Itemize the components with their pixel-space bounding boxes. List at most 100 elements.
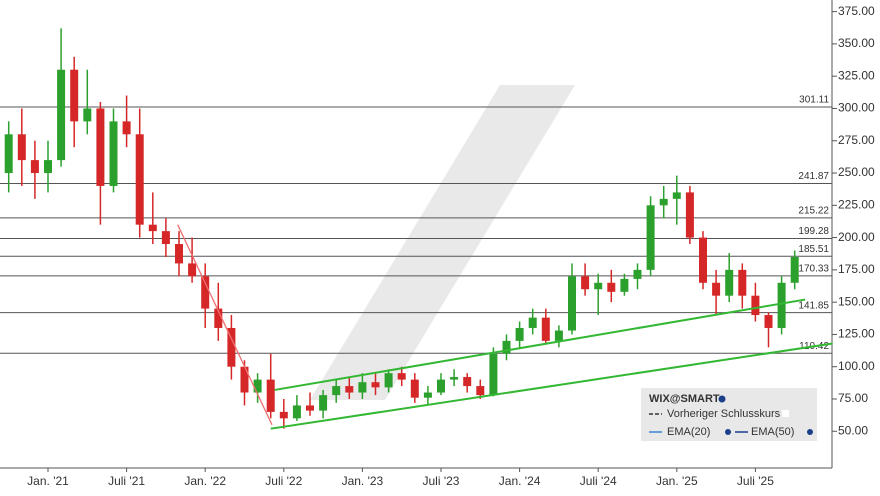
- x-tick-label: Jan. '22: [184, 474, 226, 488]
- candle-body: [607, 282, 616, 292]
- legend-entry: Vorheriger Schlusskurs: [667, 408, 781, 420]
- candle-body: [292, 405, 301, 419]
- candle-body: [528, 317, 537, 328]
- candle-body: [57, 69, 66, 161]
- y-tick-label: 150.00: [838, 294, 875, 308]
- candle-body: [201, 276, 210, 309]
- candle-body: [371, 382, 380, 388]
- candle-body: [633, 269, 642, 279]
- candle-body: [410, 379, 419, 398]
- candle-body: [306, 405, 314, 411]
- level-label: 301.11: [799, 95, 829, 106]
- candle-body: [44, 160, 52, 174]
- level-label: 199.28: [798, 226, 829, 237]
- candle-body: [423, 392, 432, 398]
- x-tick-label: Juli '23: [423, 474, 460, 488]
- candle-body: [554, 330, 563, 341]
- legend-icon: [807, 429, 813, 435]
- candle-body: [4, 134, 13, 174]
- y-tick-label: 225.00: [838, 197, 875, 211]
- candle-body: [541, 317, 550, 341]
- candle-body: [777, 282, 786, 328]
- candle-body: [358, 382, 367, 393]
- candle-body: [790, 256, 799, 283]
- candle-body: [699, 237, 707, 283]
- candle-body: [161, 231, 170, 245]
- x-tick-label: Jan. '23: [342, 474, 384, 488]
- candle-body: [594, 282, 603, 290]
- candle-body: [384, 373, 393, 388]
- candle-body: [83, 108, 92, 122]
- candle-body: [397, 373, 406, 380]
- candle-body: [751, 295, 760, 316]
- candle-body: [279, 411, 288, 419]
- x-tick-label: Juli '22: [265, 474, 302, 488]
- candle-body: [725, 269, 734, 296]
- x-tick-label: Juli '24: [580, 474, 617, 488]
- candle-body: [646, 205, 655, 270]
- candle-body: [659, 198, 668, 206]
- y-tick-label: 350.00: [838, 36, 875, 50]
- legend-entry: EMA(50): [751, 426, 794, 438]
- y-tick-label: 375.00: [838, 4, 875, 18]
- candle-body: [502, 340, 511, 354]
- legend-icon: [718, 395, 726, 403]
- candle-body: [227, 327, 236, 367]
- level-label: 215.22: [798, 206, 829, 217]
- candle-body: [437, 379, 445, 393]
- candle-body: [266, 379, 275, 412]
- legend-entry: EMA(20): [667, 426, 710, 438]
- y-tick-label: 300.00: [838, 101, 875, 115]
- candle-body: [70, 69, 79, 122]
- candle-body: [214, 308, 223, 328]
- candle-body: [764, 315, 773, 328]
- candle-body: [30, 160, 39, 174]
- x-tick-label: Juli '21: [108, 474, 145, 488]
- candle-body: [253, 379, 262, 393]
- candle-body: [738, 269, 747, 296]
- candle-body: [672, 192, 681, 199]
- trendline: [274, 298, 806, 391]
- candle-body: [345, 386, 354, 393]
- level-label: 241.87: [798, 171, 829, 182]
- watermark: [310, 85, 575, 400]
- candle-body: [620, 278, 629, 292]
- candle-body: [476, 386, 485, 396]
- x-tick-label: Jan. '25: [656, 474, 698, 488]
- candle-body: [188, 263, 197, 277]
- x-tick-label: Juli '25: [737, 474, 774, 488]
- trendline: [177, 224, 273, 426]
- candle-body: [109, 121, 118, 186]
- x-tick-label: Jan. '21: [27, 474, 69, 488]
- legend-icon: [725, 429, 731, 435]
- y-tick-label: 275.00: [838, 133, 875, 147]
- y-tick-label: 50.00: [838, 423, 868, 437]
- trendline: [270, 342, 833, 430]
- candle-body: [685, 192, 694, 238]
- candle-body: [450, 377, 459, 380]
- level-label: 141.85: [798, 300, 829, 311]
- candle-body: [463, 377, 472, 387]
- candle-body: [135, 134, 144, 225]
- y-tick-label: 175.00: [838, 262, 875, 276]
- candle-body: [332, 386, 341, 396]
- y-tick-label: 100.00: [838, 359, 875, 373]
- candle-body: [122, 121, 131, 135]
- candle-body: [175, 244, 183, 264]
- candle-body: [96, 108, 105, 186]
- candle-body: [712, 282, 721, 296]
- candle-body: [515, 327, 524, 341]
- y-tick-label: 200.00: [838, 230, 875, 244]
- y-tick-label: 250.00: [838, 165, 875, 179]
- legend-title: WIX@SMART: [649, 393, 720, 405]
- candle-body: [489, 353, 498, 396]
- legend-checkbox: [782, 410, 789, 417]
- level-label: 170.33: [798, 264, 829, 275]
- candle-body: [17, 134, 26, 161]
- y-tick-label: 125.00: [838, 327, 875, 341]
- x-tick-label: Jan. '24: [499, 474, 541, 488]
- level-label: 185.51: [798, 244, 829, 255]
- y-tick-label: 75.00: [838, 391, 868, 405]
- candle-body: [240, 366, 249, 393]
